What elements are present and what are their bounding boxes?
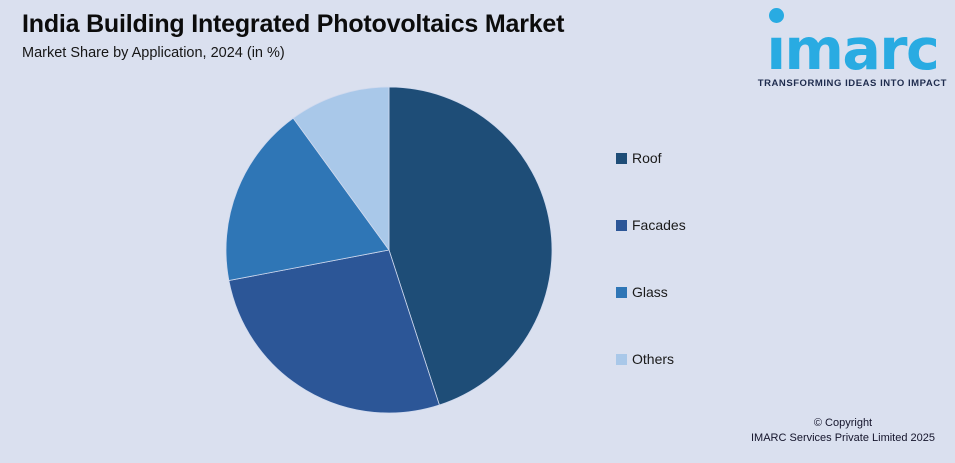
legend-label-facades: Facades [632, 217, 686, 233]
copyright-line-1: © Copyright [813, 417, 873, 429]
imarc-logo-dot-icon [769, 8, 785, 23]
copyright-line-2: IMARC Services Private Limited 2025 [750, 432, 935, 444]
chart-legend: Roof Facades Glass Others [616, 150, 686, 418]
pie-chart [225, 86, 553, 414]
legend-label-roof: Roof [632, 150, 662, 166]
imarc-logo-mark: ımarc [766, 6, 940, 83]
imarc-tagline: TRANSFORMING IDEAS INTO IMPACT [757, 78, 947, 89]
legend-item-facades: Facades [616, 217, 686, 233]
pie-slice-glass [225, 117, 390, 282]
legend-label-glass: Glass [632, 284, 668, 300]
pie-slice-facades [228, 249, 440, 414]
imarc-logo: ımarc TRANSFORMING IDEAS INTO IMPACT [758, 6, 947, 89]
imarc-logo-text: ımarc [766, 17, 939, 83]
legend-swatch-glass-icon [616, 286, 627, 298]
pie-slice-others [292, 86, 390, 252]
page-title: India Building Integrated Photovoltaics … [22, 10, 565, 38]
copyright-notice: © Copyright IMARC Services Private Limit… [743, 416, 943, 446]
legend-swatch-roof-icon [616, 152, 627, 164]
chart-header: India Building Integrated Photovoltaics … [22, 10, 564, 61]
legend-item-others: Others [616, 351, 686, 367]
legend-swatch-others-icon [616, 353, 627, 365]
pie-slice-roof [388, 86, 553, 406]
legend-item-roof: Roof [616, 150, 686, 166]
legend-item-glass: Glass [616, 284, 686, 300]
legend-label-others: Others [632, 351, 675, 367]
legend-swatch-facades-icon [616, 219, 627, 231]
chart-subtitle: Market Share by Application, 2024 (in %) [22, 44, 285, 61]
